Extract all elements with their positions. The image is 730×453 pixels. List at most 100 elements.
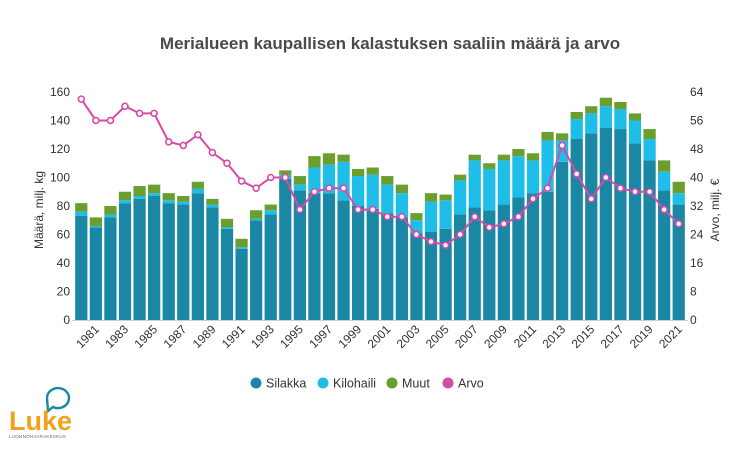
x-tick-label: 2013 xyxy=(539,322,568,351)
bar-silakka-2004 xyxy=(424,231,438,320)
point-arvo-1982 xyxy=(106,116,115,125)
legend-label-arvo: Arvo xyxy=(458,377,484,391)
point-arvo-2002 xyxy=(398,212,406,221)
point-arvo-2007 xyxy=(470,212,479,221)
bar-silakka-1990 xyxy=(220,228,234,320)
y-tick-label: 80 xyxy=(57,199,71,213)
bar-muut-1998 xyxy=(337,154,350,162)
x-tick-label: 2017 xyxy=(598,322,627,351)
point-arvo-1980 xyxy=(77,95,86,103)
bar-kilohaili-2005 xyxy=(439,200,452,229)
bar-muut-1988 xyxy=(191,181,204,189)
y-axis-left: 0 20 40 60 80 100 120 140 160 xyxy=(50,85,70,327)
bar-kilohaili-1996 xyxy=(308,167,321,194)
bar-muut-2007 xyxy=(468,154,481,161)
bar-silakka-2000 xyxy=(366,208,379,320)
bar-silakka-2009 xyxy=(497,204,510,320)
bar-muut-2017 xyxy=(614,101,627,110)
bar-silakka-1984 xyxy=(133,198,146,320)
bar-kilohaili-2006 xyxy=(454,180,467,215)
bar-muut-1995 xyxy=(293,176,306,185)
bar-kilohaili-1989 xyxy=(206,204,219,208)
bar-kilohaili-1993 xyxy=(264,210,277,215)
point-arvo-2005 xyxy=(441,241,450,249)
x-axis: 1981 1983 1985 1987 1989 1991 1993 1995 1997 1999… xyxy=(73,322,685,351)
bar-muut-2021 xyxy=(672,181,685,194)
bar-kilohaili-2021 xyxy=(672,193,685,205)
bar-silakka-2018 xyxy=(628,143,642,320)
bar-silakka-2015 xyxy=(585,133,598,320)
bar-kilohaili-2009 xyxy=(497,160,510,205)
point-arvo-1992 xyxy=(252,184,260,192)
bar-silakka-1994 xyxy=(279,178,292,320)
bar-kilohaili-1980 xyxy=(75,211,88,216)
x-tick-label: 1999 xyxy=(335,322,364,351)
bar-muut-1999 xyxy=(352,168,365,177)
bar-muut-2010 xyxy=(512,149,525,157)
bar-kilohaili-1987 xyxy=(177,201,190,205)
x-tick-label: 1983 xyxy=(102,322,131,351)
point-arvo-1984 xyxy=(135,109,144,118)
legend: Silakka Kilohaili Muut Arvo xyxy=(250,377,484,391)
point-arvo-1987 xyxy=(179,141,188,150)
point-arvo-1986 xyxy=(164,138,173,146)
bar-silakka-1982 xyxy=(104,217,117,320)
bar-muut-2006 xyxy=(454,174,467,181)
bar-silakka-1989 xyxy=(206,207,219,320)
x-tick-label: 1981 xyxy=(73,322,102,351)
bar-kilohaili-2012 xyxy=(541,140,554,192)
bar-silakka-1983 xyxy=(118,203,132,320)
x-tick-label: 1995 xyxy=(277,322,306,351)
point-arvo-2020 xyxy=(660,205,668,214)
bar-muut-2011 xyxy=(526,153,540,161)
x-tick-label: 1997 xyxy=(306,322,335,351)
bar-silakka-1986 xyxy=(162,203,175,320)
y2-tick-label: 64 xyxy=(690,85,704,99)
bar-kilohaili-2007 xyxy=(468,160,481,208)
x-tick-label: 2001 xyxy=(365,322,394,351)
y2-tick-label: 0 xyxy=(690,313,697,327)
point-arvo-2016 xyxy=(602,173,610,182)
x-tick-label: 1993 xyxy=(248,322,277,351)
x-tick-label: 2003 xyxy=(394,322,423,351)
bar-kilohaili-2020 xyxy=(658,171,671,191)
point-arvo-1985 xyxy=(150,109,158,118)
bar-muut-2004 xyxy=(424,193,438,202)
y-tick-label: 160 xyxy=(50,85,70,99)
point-arvo-2017 xyxy=(616,184,625,192)
y-axis-right: 0 8 16 24 32 40 48 56 64 xyxy=(690,85,704,327)
bar-silakka-1996 xyxy=(308,193,321,320)
y2-tick-label: 24 xyxy=(690,228,704,242)
bar-kilohaili-2004 xyxy=(424,201,438,232)
point-arvo-1996 xyxy=(310,187,319,196)
point-arvo-2015 xyxy=(587,195,596,203)
luke-logo: Luke LUONNONVARAKESKUS xyxy=(9,386,72,439)
point-arvo-2006 xyxy=(456,230,464,239)
bar-silakka-2003 xyxy=(410,233,423,320)
bar-muut-2005 xyxy=(439,194,452,201)
bar-silakka-1980 xyxy=(75,215,88,320)
bar-muut-1996 xyxy=(308,156,321,168)
bar-silakka-1992 xyxy=(250,220,263,320)
bar-muut-2012 xyxy=(541,131,554,141)
bar-silakka-2016 xyxy=(599,127,612,320)
legend-swatch-muut xyxy=(386,377,398,389)
bar-kilohaili-1986 xyxy=(162,200,175,204)
bar-kilohaili-2002 xyxy=(395,193,408,218)
bar-muut-1987 xyxy=(177,196,190,202)
bar-silakka-1997 xyxy=(322,193,336,320)
point-arvo-2014 xyxy=(572,170,581,178)
x-tick-label: 2015 xyxy=(569,322,598,351)
bar-kilohaili-1991 xyxy=(235,247,248,249)
legend-label-muut: Muut xyxy=(402,377,430,391)
point-arvo-2001 xyxy=(383,212,392,221)
bar-muut-1992 xyxy=(250,210,263,219)
bar-silakka-1985 xyxy=(148,196,161,320)
y-tick-label: 120 xyxy=(50,142,70,156)
bar-muut-2018 xyxy=(628,113,642,121)
bar-silakka-2011 xyxy=(526,193,540,320)
bar-kilohaili-2018 xyxy=(628,120,642,144)
bar-muut-1980 xyxy=(75,203,88,212)
x-tick-label: 1989 xyxy=(190,322,219,351)
bar-silakka-2001 xyxy=(381,213,394,320)
